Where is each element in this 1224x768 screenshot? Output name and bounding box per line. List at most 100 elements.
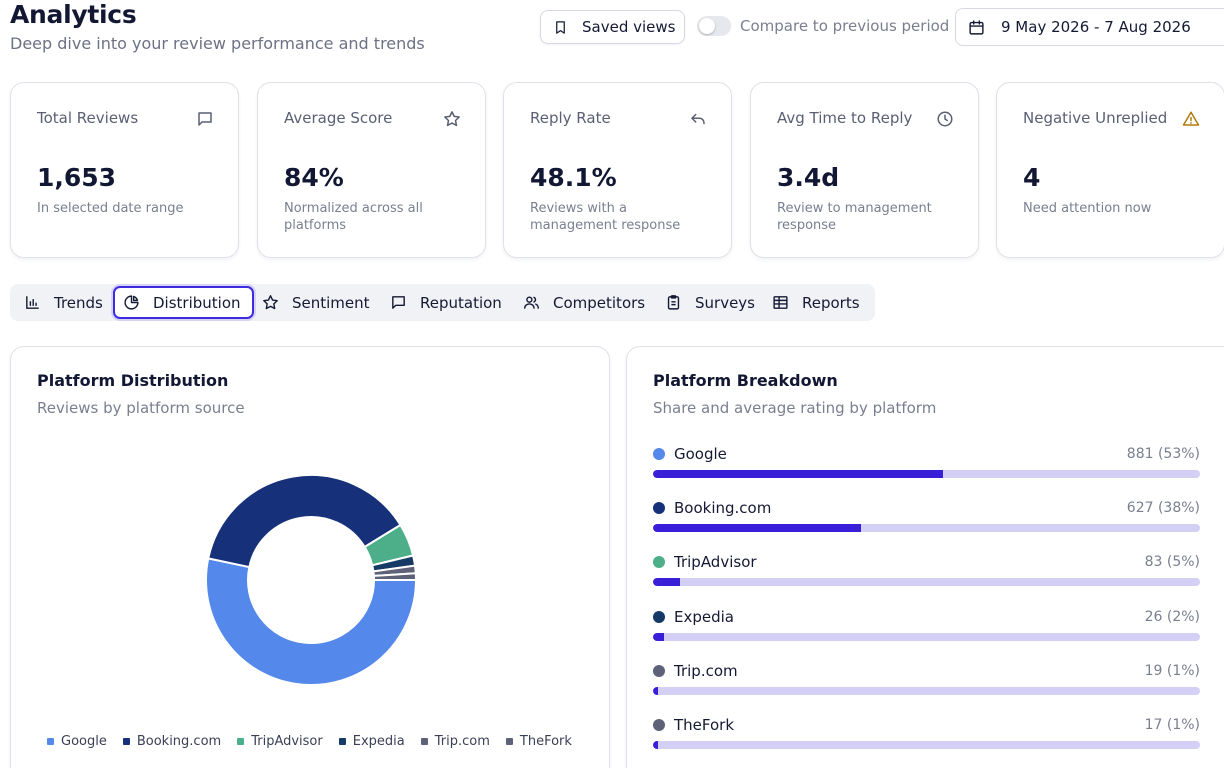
platform-color-dot bbox=[653, 664, 665, 677]
saved-views-label: Saved views bbox=[582, 18, 676, 36]
kpi-label: Reply Rate bbox=[530, 109, 611, 127]
users-icon bbox=[524, 296, 539, 309]
donut-slice-booking-com[interactable] bbox=[207, 475, 402, 569]
platform-count: 26 (2%) bbox=[1144, 608, 1200, 625]
kpi-card-avg-time-to-reply: Avg Time to Reply 3.4d Review to managem… bbox=[750, 82, 979, 258]
donut-slice-google[interactable] bbox=[206, 557, 416, 685]
kpi-label: Negative Unreplied bbox=[1023, 109, 1168, 127]
kpi-card-average-score: Average Score 84% Normalized across all … bbox=[257, 82, 486, 258]
reply-arrow-icon bbox=[691, 113, 705, 125]
platform-count: 627 (38%) bbox=[1126, 500, 1200, 517]
kpi-label: Avg Time to Reply bbox=[777, 109, 913, 127]
legend-swatch bbox=[47, 738, 54, 745]
chart-legend: Google Booking.com TripAdvisor Expedia Trip.… bbox=[47, 734, 572, 749]
tab-trends[interactable]: Trends bbox=[12, 286, 103, 319]
share-bar-track bbox=[653, 632, 1200, 641]
tab-surveys[interactable]: Surveys bbox=[653, 286, 755, 319]
kpi-value: 1,653 bbox=[37, 163, 117, 192]
card-subtitle: Share and average rating by platform bbox=[653, 399, 937, 417]
legend-swatch bbox=[420, 738, 428, 745]
platform-color-dot bbox=[653, 502, 665, 515]
breakdown-row: Expedia 26 (2%) bbox=[653, 607, 1200, 656]
legend-swatch bbox=[338, 738, 346, 745]
pie-chart-icon bbox=[124, 295, 139, 310]
share-bar-fill bbox=[653, 686, 659, 695]
tab-reports[interactable]: Reports bbox=[760, 286, 860, 319]
kpi-value: 48.1% bbox=[530, 163, 617, 192]
tab-label: Distribution bbox=[153, 293, 241, 312]
legend-label: TheFork bbox=[519, 734, 572, 749]
kpi-value: 3.4d bbox=[777, 163, 840, 192]
breakdown-row: Google 881 (53%) bbox=[653, 445, 1200, 493]
legend-label: Google bbox=[61, 734, 107, 749]
saved-views-button[interactable]: Saved views bbox=[540, 10, 685, 44]
legend-label: Trip.com bbox=[434, 734, 490, 749]
warning-triangle-icon bbox=[1182, 111, 1200, 126]
analytics-tabs: Trends Distribution Sentiment Reputation… bbox=[10, 284, 875, 321]
tab-label: Reports bbox=[802, 293, 860, 312]
tab-reputation[interactable]: Reputation bbox=[378, 286, 502, 319]
clock-icon bbox=[937, 111, 953, 127]
platform-donut-chart bbox=[206, 475, 416, 685]
platform-count: 19 (1%) bbox=[1144, 662, 1200, 679]
legend-item[interactable]: Expedia bbox=[338, 734, 405, 749]
kpi-label: Average Score bbox=[284, 109, 393, 127]
compare-toggle-group[interactable]: Compare to previous period bbox=[697, 16, 949, 36]
share-bar-fill bbox=[653, 578, 681, 587]
compare-toggle[interactable] bbox=[697, 16, 731, 36]
share-bar-fill bbox=[653, 741, 659, 749]
kpi-label: Total Reviews bbox=[37, 109, 139, 127]
platform-color-dot bbox=[653, 610, 665, 623]
breakdown-row: Trip.com 19 (1%) bbox=[653, 661, 1200, 710]
platform-color-dot bbox=[653, 556, 665, 569]
star-icon bbox=[444, 111, 460, 127]
toggle-knob bbox=[699, 18, 715, 34]
tab-competitors[interactable]: Competitors bbox=[511, 286, 645, 319]
kpi-description: Review to management response bbox=[777, 201, 932, 233]
tab-label: Surveys bbox=[695, 293, 755, 312]
breakdown-row: TripAdvisor 83 (5%) bbox=[653, 553, 1200, 601]
message-square-icon bbox=[392, 296, 405, 309]
platform-distribution-card: Platform Distribution Reviews by platfor… bbox=[10, 346, 610, 768]
kpi-card-negative-unreplied: Negative Unreplied 4 Need attention now bbox=[996, 82, 1224, 258]
tab-sentiment[interactable]: Sentiment bbox=[250, 286, 370, 319]
donut-slice-thefork[interactable] bbox=[372, 572, 416, 581]
bar-chart-icon bbox=[26, 296, 39, 309]
legend-item[interactable]: Google bbox=[47, 734, 107, 749]
date-range-label: 9 May 2026 - 7 Aug 2026 bbox=[1001, 18, 1191, 36]
kpi-card-reply-rate: Reply Rate 48.1% Reviews with a manageme… bbox=[503, 82, 732, 258]
platform-count: 17 (1%) bbox=[1144, 717, 1200, 733]
tab-label: Reputation bbox=[420, 293, 502, 312]
legend-item[interactable]: Trip.com bbox=[420, 734, 490, 749]
legend-item[interactable]: Booking.com bbox=[122, 734, 221, 749]
platform-name: Trip.com bbox=[674, 661, 738, 680]
platform-breakdown-card: Platform Breakdown Share and average rat… bbox=[626, 346, 1224, 768]
share-bar-fill bbox=[653, 524, 861, 533]
share-bar-fill bbox=[653, 632, 664, 641]
kpi-value: 4 bbox=[1023, 163, 1041, 192]
legend-item[interactable]: TheFork bbox=[505, 734, 572, 749]
platform-color-dot bbox=[653, 719, 665, 731]
platform-name: Expedia bbox=[674, 607, 734, 626]
card-title: Platform Breakdown bbox=[653, 371, 838, 390]
legend-item[interactable]: TripAdvisor bbox=[237, 734, 323, 749]
platform-name: Booking.com bbox=[674, 499, 772, 518]
bookmark-icon bbox=[556, 20, 565, 34]
tab-label: Sentiment bbox=[292, 293, 370, 312]
date-range-picker[interactable]: 9 May 2026 - 7 Aug 2026 bbox=[955, 8, 1224, 46]
platform-count: 83 (5%) bbox=[1144, 554, 1200, 571]
card-subtitle: Reviews by platform source bbox=[37, 399, 245, 417]
breakdown-row: TheFork 17 (1%) bbox=[653, 716, 1200, 764]
platform-name: TripAdvisor bbox=[674, 553, 757, 572]
star-icon bbox=[263, 295, 278, 310]
share-bar-track bbox=[653, 578, 1200, 587]
share-bar-track bbox=[653, 741, 1200, 749]
legend-swatch bbox=[505, 738, 513, 745]
platform-color-dot bbox=[653, 448, 665, 460]
table-icon bbox=[773, 296, 788, 309]
platform-name: TheFork bbox=[674, 716, 735, 734]
share-bar-track bbox=[653, 470, 1200, 478]
tab-distribution[interactable]: Distribution bbox=[113, 286, 254, 319]
platform-count: 881 (53%) bbox=[1126, 446, 1200, 462]
tab-label: Competitors bbox=[553, 293, 646, 312]
